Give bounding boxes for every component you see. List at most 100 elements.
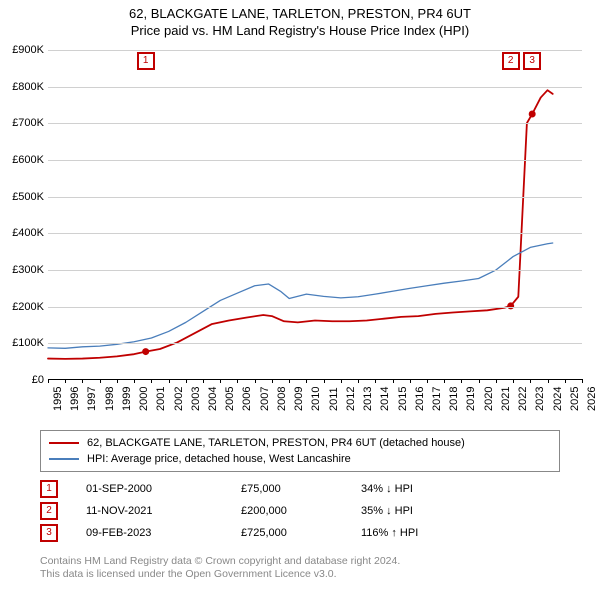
x-tick	[151, 379, 152, 383]
gridline	[48, 233, 582, 234]
y-tick-label: £400K	[12, 227, 44, 239]
x-tick	[582, 379, 583, 383]
y-tick-label: £300K	[12, 264, 44, 276]
x-tick-label: 2014	[379, 387, 391, 411]
transaction-price: £725,000	[241, 527, 361, 539]
transaction-date: 01-SEP-2000	[86, 483, 241, 495]
x-tick	[186, 379, 187, 383]
x-tick-label: 2024	[552, 387, 564, 411]
x-tick	[427, 379, 428, 383]
x-tick-label: 2016	[414, 387, 426, 411]
x-tick-label: 2005	[224, 387, 236, 411]
gridline	[48, 197, 582, 198]
gridline	[48, 123, 582, 124]
x-tick-label: 2019	[465, 387, 477, 411]
x-tick-label: 2000	[138, 387, 150, 411]
x-tick	[565, 379, 566, 383]
x-tick	[375, 379, 376, 383]
series-property	[48, 90, 553, 359]
legend: 62, BLACKGATE LANE, TARLETON, PRESTON, P…	[40, 430, 560, 472]
series-marker	[529, 111, 536, 118]
x-tick	[237, 379, 238, 383]
y-tick-label: £800K	[12, 81, 44, 93]
y-tick-label: £900K	[12, 44, 44, 56]
x-tick	[255, 379, 256, 383]
x-tick	[48, 379, 49, 383]
x-tick-label: 2011	[328, 387, 340, 411]
x-tick	[479, 379, 480, 383]
x-tick	[134, 379, 135, 383]
y-tick-label: £200K	[12, 301, 44, 313]
gridline	[48, 87, 582, 88]
y-tick-label: £100K	[12, 337, 44, 349]
x-tick-label: 2009	[293, 387, 305, 411]
transaction-delta: 116% ↑ HPI	[361, 527, 501, 539]
titles: 62, BLACKGATE LANE, TARLETON, PRESTON, P…	[0, 0, 600, 38]
x-tick	[496, 379, 497, 383]
x-tick	[203, 379, 204, 383]
transaction-row: 3 09-FEB-2023£725,000116% ↑ HPI	[40, 522, 560, 544]
x-tick-label: 1998	[104, 387, 116, 411]
title-sub: Price paid vs. HM Land Registry's House …	[0, 23, 600, 38]
x-tick-label: 2003	[190, 387, 202, 411]
transaction-marker: 1	[40, 480, 58, 498]
x-tick-label: 2025	[569, 387, 581, 411]
chart-svg	[48, 50, 582, 379]
x-tick	[513, 379, 514, 383]
series-marker	[142, 348, 149, 355]
x-tick-label: 2022	[517, 387, 529, 411]
transaction-row: 211-NOV-2021£200,00035% ↓ HPI	[40, 500, 560, 522]
chart-area: £0£100K£200K£300K£400K£500K£600K£700K£80…	[48, 50, 582, 380]
x-tick-label: 2008	[276, 387, 288, 411]
gridline	[48, 160, 582, 161]
gridline	[48, 270, 582, 271]
x-tick-label: 2002	[173, 387, 185, 411]
transaction-delta: 34% ↓ HPI	[361, 483, 501, 495]
x-tick-label: 2001	[155, 387, 167, 411]
legend-label: HPI: Average price, detached house, West…	[87, 453, 351, 465]
x-tick-label: 1995	[52, 387, 64, 411]
x-tick	[461, 379, 462, 383]
gridline	[48, 343, 582, 344]
x-tick-label: 2004	[207, 387, 219, 411]
x-tick	[358, 379, 359, 383]
x-tick-label: 1996	[69, 387, 81, 411]
x-tick	[324, 379, 325, 383]
x-tick-label: 2018	[448, 387, 460, 411]
footer-line-1: Contains HM Land Registry data © Crown c…	[40, 555, 400, 568]
transaction-marker: 2	[40, 502, 58, 520]
footer-line-2: This data is licensed under the Open Gov…	[40, 568, 400, 581]
x-tick-label: 2023	[534, 387, 546, 411]
x-tick-label: 1997	[86, 387, 98, 411]
y-tick-label: £0	[32, 374, 44, 386]
transaction-date: 09-FEB-2023	[86, 527, 241, 539]
x-tick	[220, 379, 221, 383]
x-tick-label: 2021	[500, 387, 512, 411]
legend-swatch	[49, 458, 79, 460]
x-tick	[530, 379, 531, 383]
transaction-marker: 3	[40, 524, 58, 542]
gridline	[48, 50, 582, 51]
x-tick-label: 2012	[345, 387, 357, 411]
transaction-table: 1 01-SEP-2000£75,00034% ↓ HPI 211-NOV-2021…	[40, 478, 560, 544]
legend-swatch	[49, 442, 79, 444]
legend-row: HPI: Average price, detached house, West…	[49, 451, 551, 467]
transaction-price: £75,000	[241, 483, 361, 495]
x-tick-label: 2007	[259, 387, 271, 411]
x-tick	[289, 379, 290, 383]
title-main: 62, BLACKGATE LANE, TARLETON, PRESTON, P…	[0, 6, 600, 21]
transaction-row: 1 01-SEP-2000£75,00034% ↓ HPI	[40, 478, 560, 500]
footer: Contains HM Land Registry data © Crown c…	[40, 555, 400, 581]
x-tick-label: 2026	[586, 387, 598, 411]
transaction-delta: 35% ↓ HPI	[361, 505, 501, 517]
y-tick-label: £700K	[12, 117, 44, 129]
x-tick-label: 2010	[310, 387, 322, 411]
x-tick-label: 2017	[431, 387, 443, 411]
gridline	[48, 307, 582, 308]
y-tick-label: £600K	[12, 154, 44, 166]
x-tick	[100, 379, 101, 383]
chart-marker-3: 3	[523, 52, 541, 70]
x-tick	[548, 379, 549, 383]
x-tick-label: 2015	[397, 387, 409, 411]
x-tick	[82, 379, 83, 383]
